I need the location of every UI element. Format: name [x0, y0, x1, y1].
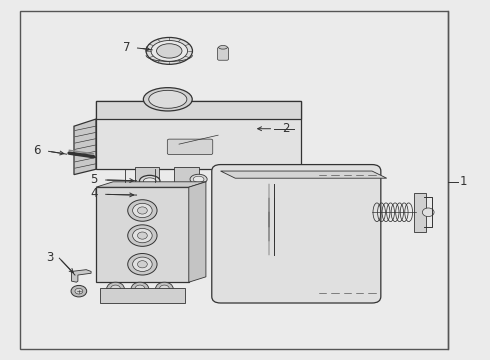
- Text: 1: 1: [460, 175, 467, 188]
- Ellipse shape: [193, 176, 204, 182]
- Bar: [135, 167, 159, 184]
- Text: 3: 3: [46, 251, 53, 264]
- FancyBboxPatch shape: [100, 288, 185, 303]
- Circle shape: [422, 208, 434, 217]
- Circle shape: [138, 207, 147, 214]
- Circle shape: [111, 285, 121, 292]
- Circle shape: [128, 225, 157, 246]
- Circle shape: [133, 203, 152, 218]
- Circle shape: [128, 200, 157, 221]
- Ellipse shape: [149, 90, 187, 108]
- Circle shape: [138, 261, 147, 268]
- Ellipse shape: [157, 44, 182, 58]
- Circle shape: [133, 257, 152, 271]
- FancyBboxPatch shape: [218, 47, 228, 60]
- Polygon shape: [96, 101, 301, 119]
- Circle shape: [131, 282, 149, 295]
- Polygon shape: [414, 193, 426, 232]
- Circle shape: [107, 282, 124, 295]
- Circle shape: [75, 288, 83, 294]
- Ellipse shape: [151, 41, 188, 61]
- Polygon shape: [72, 270, 91, 282]
- Text: 4: 4: [90, 187, 98, 200]
- Polygon shape: [96, 182, 206, 187]
- Bar: [96, 187, 189, 282]
- Circle shape: [128, 253, 157, 275]
- Bar: [96, 101, 301, 169]
- Ellipse shape: [144, 192, 156, 199]
- FancyBboxPatch shape: [167, 139, 213, 154]
- Circle shape: [156, 282, 173, 295]
- Polygon shape: [74, 119, 96, 175]
- Text: 5: 5: [90, 173, 98, 186]
- Polygon shape: [189, 182, 206, 282]
- Text: 2: 2: [282, 122, 289, 135]
- Circle shape: [133, 228, 152, 243]
- Ellipse shape: [140, 175, 160, 187]
- Bar: [174, 167, 198, 184]
- Circle shape: [71, 285, 87, 297]
- FancyBboxPatch shape: [212, 165, 381, 303]
- Text: 6: 6: [33, 144, 41, 157]
- Ellipse shape: [144, 178, 156, 184]
- Text: 7: 7: [122, 41, 130, 54]
- Ellipse shape: [144, 87, 192, 111]
- Circle shape: [159, 285, 169, 292]
- Circle shape: [138, 232, 147, 239]
- Bar: [20, 12, 448, 348]
- Ellipse shape: [190, 174, 207, 184]
- Ellipse shape: [146, 37, 193, 64]
- Bar: [213, 167, 238, 184]
- Ellipse shape: [140, 190, 160, 201]
- Ellipse shape: [219, 45, 227, 49]
- Polygon shape: [220, 171, 387, 178]
- Circle shape: [135, 285, 145, 292]
